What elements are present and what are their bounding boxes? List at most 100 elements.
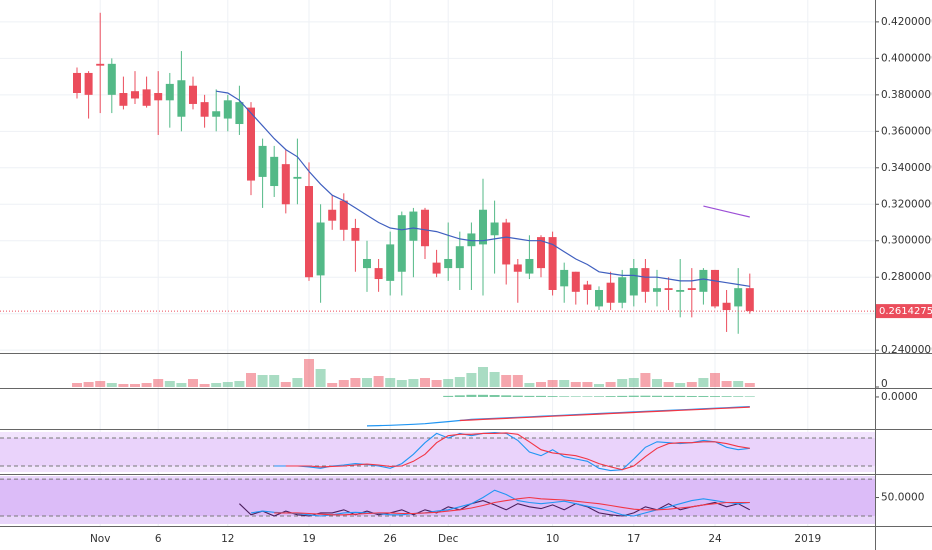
candle-body	[270, 156, 279, 187]
band-fill	[0, 479, 875, 516]
candle-body	[560, 269, 569, 287]
oscillator-line	[285, 432, 750, 471]
histogram-bar	[628, 395, 639, 397]
candle-body	[629, 268, 638, 296]
candle-body	[247, 107, 255, 181]
volume-bar	[733, 381, 744, 387]
candle-body	[745, 288, 754, 312]
candle-body	[189, 85, 197, 104]
candle-body	[131, 91, 139, 99]
candle-body	[722, 302, 731, 311]
volume-bar	[396, 380, 407, 387]
candle-body	[571, 271, 580, 292]
histogram-bar	[559, 396, 570, 397]
candle-body	[223, 100, 232, 119]
candle-body	[699, 269, 708, 292]
candle-body	[525, 258, 534, 274]
volume-bar	[304, 359, 314, 387]
volume-bar	[582, 382, 593, 387]
volume-bar	[118, 384, 129, 387]
histogram-bar	[547, 396, 558, 397]
x-tick-label: 6	[155, 533, 162, 545]
volume-bar	[350, 378, 361, 387]
volume-bar	[362, 378, 372, 387]
candle-body	[664, 288, 673, 290]
last-price-label: 0.26142755	[879, 306, 932, 317]
candle-body	[165, 83, 174, 101]
histogram-bar	[675, 395, 686, 397]
volume-bar	[640, 373, 651, 387]
candle-body	[711, 269, 719, 307]
histogram-bar	[663, 395, 674, 397]
x-tick-label: Dec	[438, 533, 459, 545]
volume-bar	[72, 383, 82, 387]
volume-bar	[385, 378, 396, 387]
y-tick-label: 0.24000000	[881, 344, 932, 356]
candle-body	[537, 237, 545, 269]
candle-body	[293, 176, 302, 179]
y-tick-label: 0.32000000	[881, 198, 932, 210]
candle-body	[513, 264, 522, 272]
histogram-bar	[536, 395, 546, 397]
volume-bar	[338, 380, 349, 387]
candle-body	[653, 288, 661, 292]
histogram-bar	[710, 396, 720, 397]
candle-body	[363, 258, 371, 269]
volume-bar	[559, 380, 570, 387]
y-tick-label: 50.0000	[881, 492, 924, 504]
candle-body	[328, 209, 337, 221]
candle-body	[351, 227, 360, 241]
volume-bar	[489, 372, 500, 387]
volume-bar	[675, 383, 686, 387]
candle-body	[676, 289, 685, 292]
y-tick-label: 0.42000000	[881, 16, 932, 28]
histogram-bar	[721, 396, 732, 397]
x-tick-label: 26	[384, 533, 398, 545]
volume-bar	[420, 378, 430, 387]
volume-bar	[686, 382, 697, 387]
histogram-bar	[652, 395, 662, 397]
volume-bar	[744, 383, 755, 387]
candle-body	[374, 268, 383, 280]
volume-bar	[721, 381, 732, 387]
volume-bar	[222, 382, 233, 387]
histogram-bar	[686, 395, 697, 397]
x-tick-label: 10	[546, 533, 559, 545]
candle-body	[212, 111, 221, 117]
histogram-bar	[478, 394, 488, 397]
x-tick-label: Nov	[90, 533, 111, 545]
candle-body	[490, 222, 499, 236]
candle-body	[281, 164, 290, 205]
histogram-bar	[698, 395, 709, 397]
histogram-bar	[501, 395, 512, 397]
candle-body	[305, 186, 313, 278]
volume-bar	[153, 379, 164, 387]
histogram-bar	[617, 395, 628, 397]
candle-body	[641, 268, 650, 292]
candle-body	[386, 244, 395, 281]
y-tick-label: 0.36000000	[881, 125, 932, 137]
y-tick-label: 0.34000000	[881, 162, 932, 174]
volume-bar	[292, 378, 303, 387]
histogram-bar	[443, 395, 454, 397]
x-tick-label: 2019	[794, 533, 821, 545]
histogram-bar	[733, 396, 744, 397]
volume-bar	[130, 384, 140, 387]
candle-body	[618, 277, 627, 303]
volume-bar	[501, 375, 512, 387]
candle-body	[154, 93, 163, 101]
candle-body	[595, 289, 603, 307]
candle-body	[200, 102, 209, 117]
y-tick-label: 0.40000000	[881, 52, 932, 64]
histogram-bar	[524, 395, 535, 397]
candle-body	[84, 72, 93, 95]
volume-bar	[164, 381, 175, 387]
candle-body	[687, 288, 696, 290]
volume-bar	[280, 382, 291, 387]
histogram-bar	[582, 396, 593, 397]
candle-body	[455, 246, 464, 269]
volume-bar	[594, 384, 604, 387]
moving-average-line	[216, 90, 750, 287]
volume-bar	[95, 381, 106, 387]
